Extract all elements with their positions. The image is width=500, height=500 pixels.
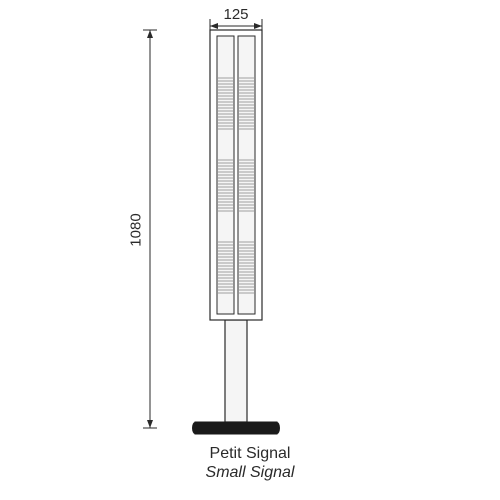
height-dimension — [143, 30, 157, 428]
post — [225, 320, 247, 422]
caption-sub: Small Signal — [0, 464, 500, 482]
width-label: 125 — [223, 6, 248, 23]
height-label: 1080 — [128, 213, 145, 246]
caption-main: Petit Signal — [0, 445, 500, 463]
technical-diagram — [0, 0, 500, 500]
base — [195, 422, 277, 434]
